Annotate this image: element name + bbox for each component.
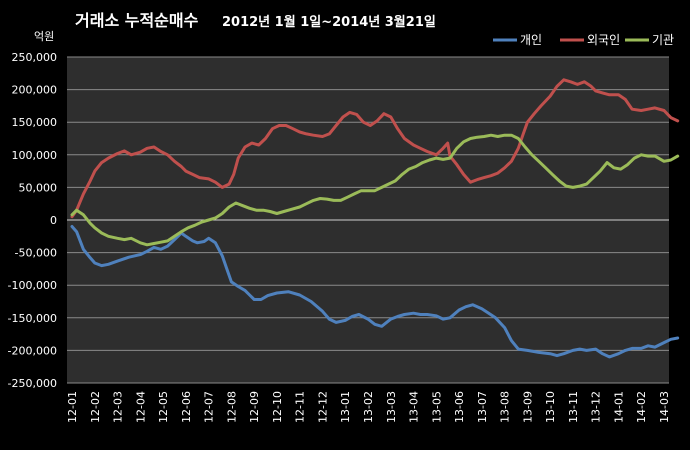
- y-tick-label: -100,000: [8, 279, 57, 292]
- x-tick-label: 12-09: [248, 391, 261, 423]
- x-tick-label: 13-04: [408, 391, 421, 423]
- x-tick-label: 12-04: [134, 391, 147, 423]
- y-tick-label: -50,000: [15, 247, 57, 260]
- x-tick-label: 12-12: [316, 391, 329, 423]
- y-axis-unit-label: 억원: [34, 30, 54, 43]
- x-tick-label: 13-11: [567, 391, 580, 423]
- x-tick-label: 13-01: [339, 391, 352, 423]
- y-tick-label: 150,000: [12, 116, 58, 129]
- series-line-외국인: [70, 78, 680, 219]
- legend-label: 외국인: [587, 33, 620, 47]
- y-tick-label: 250,000: [12, 51, 58, 64]
- y-tick-labels: 250,000 200,000 150,000 100,000 50,000 0 -50,0…: [8, 51, 57, 390]
- x-tick-label: 12-02: [89, 391, 102, 423]
- legend-label: 기관: [652, 33, 674, 47]
- series-line-기관: [70, 133, 680, 247]
- x-tick-label: 12-07: [203, 391, 216, 423]
- y-tick-label: 200,000: [12, 84, 58, 97]
- x-tick-label: 13-07: [476, 391, 489, 423]
- legend: 개인 외국인 기관: [493, 33, 674, 47]
- series-lines: [70, 78, 680, 359]
- x-tick-label: 12-03: [112, 391, 125, 423]
- x-tick-label: 13-02: [362, 391, 375, 423]
- y-tick-label: 100,000: [12, 149, 58, 162]
- x-tick-label: 13-03: [385, 391, 398, 423]
- x-tick-label: 12-11: [294, 391, 307, 423]
- series-line-개인: [70, 225, 680, 359]
- x-tick-label: 13-08: [499, 391, 512, 423]
- legend-label: 개인: [520, 33, 542, 47]
- x-tick-label: 14-02: [635, 391, 648, 423]
- x-tick-labels: 12-01 12-02 12-03 12-04 12-05 12-06 12-07 12-08…: [66, 391, 671, 423]
- x-tick-label: 12-10: [271, 391, 284, 423]
- x-tick-label: 13-10: [544, 391, 557, 423]
- chart-title-main: 거래소 누적순매수: [75, 11, 199, 30]
- x-tick-label: 12-05: [157, 391, 170, 423]
- x-tick-label: 14-03: [658, 391, 671, 423]
- x-tick-label: 12-08: [225, 391, 238, 423]
- x-tick-label: 13-05: [430, 391, 443, 423]
- y-tick-label: -200,000: [8, 344, 57, 357]
- chart-title-sub: 2012년 1월 1일~2014년 3월21일: [222, 14, 436, 30]
- x-tick-label: 13-06: [453, 391, 466, 423]
- y-tick-label: 0: [50, 214, 57, 227]
- y-tick-label: 50,000: [19, 181, 58, 194]
- x-tick-label: 12-01: [66, 391, 79, 423]
- x-tick-label: 12-06: [180, 391, 193, 423]
- x-tick-label: 14-01: [612, 391, 625, 423]
- y-tick-label: -150,000: [8, 312, 57, 325]
- y-tick-label: -250,000: [8, 377, 57, 390]
- x-tick-label: 13-12: [590, 391, 603, 423]
- x-tick-label: 13-09: [521, 391, 534, 423]
